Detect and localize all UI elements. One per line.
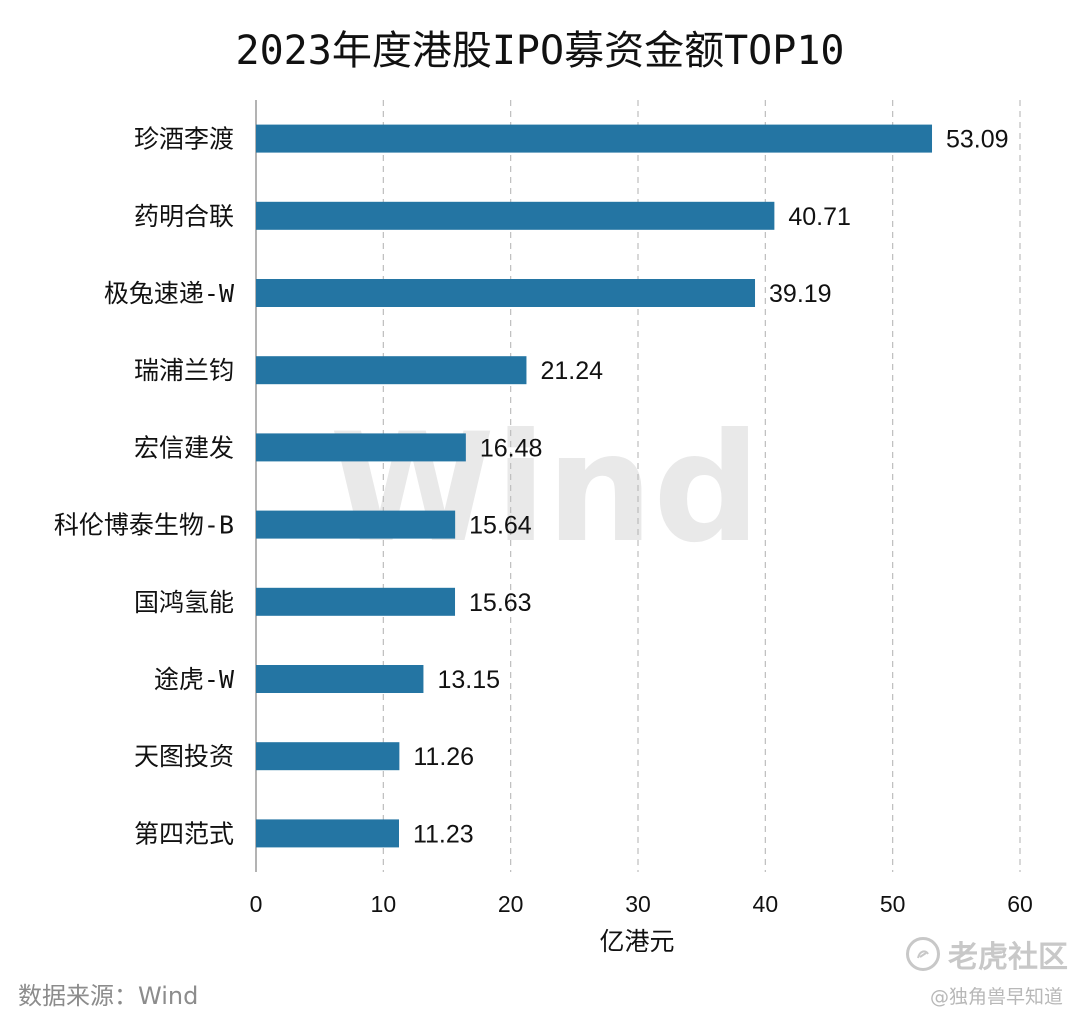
brand-watermark: 老虎社区 — [906, 932, 1068, 976]
category-label-2: 极兔速递-W — [104, 279, 235, 308]
value-label-1: 40.71 — [788, 203, 851, 231]
value-label-6: 15.63 — [469, 589, 532, 617]
x-tick-label-4: 40 — [753, 891, 779, 917]
bar-6 — [256, 587, 456, 616]
bar-9 — [256, 819, 399, 848]
category-label-9: 第四范式 — [134, 819, 234, 848]
value-label-5: 15.64 — [469, 512, 532, 540]
bar-0 — [256, 124, 933, 153]
x-tick-label-1: 10 — [371, 891, 397, 917]
author-handle: @独角兽早知道 — [930, 986, 1064, 1008]
category-label-1: 药明合联 — [134, 202, 234, 231]
bar-3 — [256, 356, 527, 385]
value-label-9: 11.23 — [413, 820, 474, 848]
value-label-0: 53.09 — [946, 126, 1009, 154]
tiger-logo-icon — [906, 937, 940, 971]
x-tick-label-2: 20 — [498, 891, 524, 917]
source-note: 数据来源：Wind — [18, 982, 199, 1010]
x-tick-label-6: 60 — [1007, 891, 1033, 917]
chart-title: 2023年度港股IPO募资金额TOP10 — [235, 28, 845, 74]
bar-1 — [256, 201, 775, 230]
x-tick-label-3: 30 — [625, 891, 651, 917]
bar-7 — [256, 665, 424, 693]
x-tick-label-0: 0 — [250, 891, 263, 917]
category-label-8: 天图投资 — [134, 742, 234, 771]
category-label-5: 科伦博泰生物-B — [54, 511, 234, 540]
brand-name: 老虎社区 — [948, 940, 1068, 975]
category-label-6: 国鸿氢能 — [134, 588, 234, 617]
bar-8 — [256, 742, 400, 771]
value-label-8: 11.26 — [413, 743, 474, 771]
value-label-4: 16.48 — [480, 434, 543, 462]
category-label-0: 珍酒李渡 — [134, 125, 234, 154]
x-axis-label: 亿港元 — [599, 927, 674, 956]
value-label-3: 21.24 — [540, 357, 603, 385]
x-tick-label-5: 50 — [880, 891, 906, 917]
bar-2 — [256, 279, 756, 307]
category-label-7: 途虎-W — [154, 665, 235, 694]
category-label-3: 瑞浦兰钧 — [134, 356, 234, 385]
value-label-2: 39.19 — [769, 280, 832, 308]
bar-4 — [256, 433, 466, 462]
category-label-4: 宏信建发 — [134, 433, 234, 462]
bar-5 — [256, 510, 456, 539]
value-label-7: 13.15 — [437, 666, 500, 694]
wind-watermark: Wind — [329, 402, 760, 576]
